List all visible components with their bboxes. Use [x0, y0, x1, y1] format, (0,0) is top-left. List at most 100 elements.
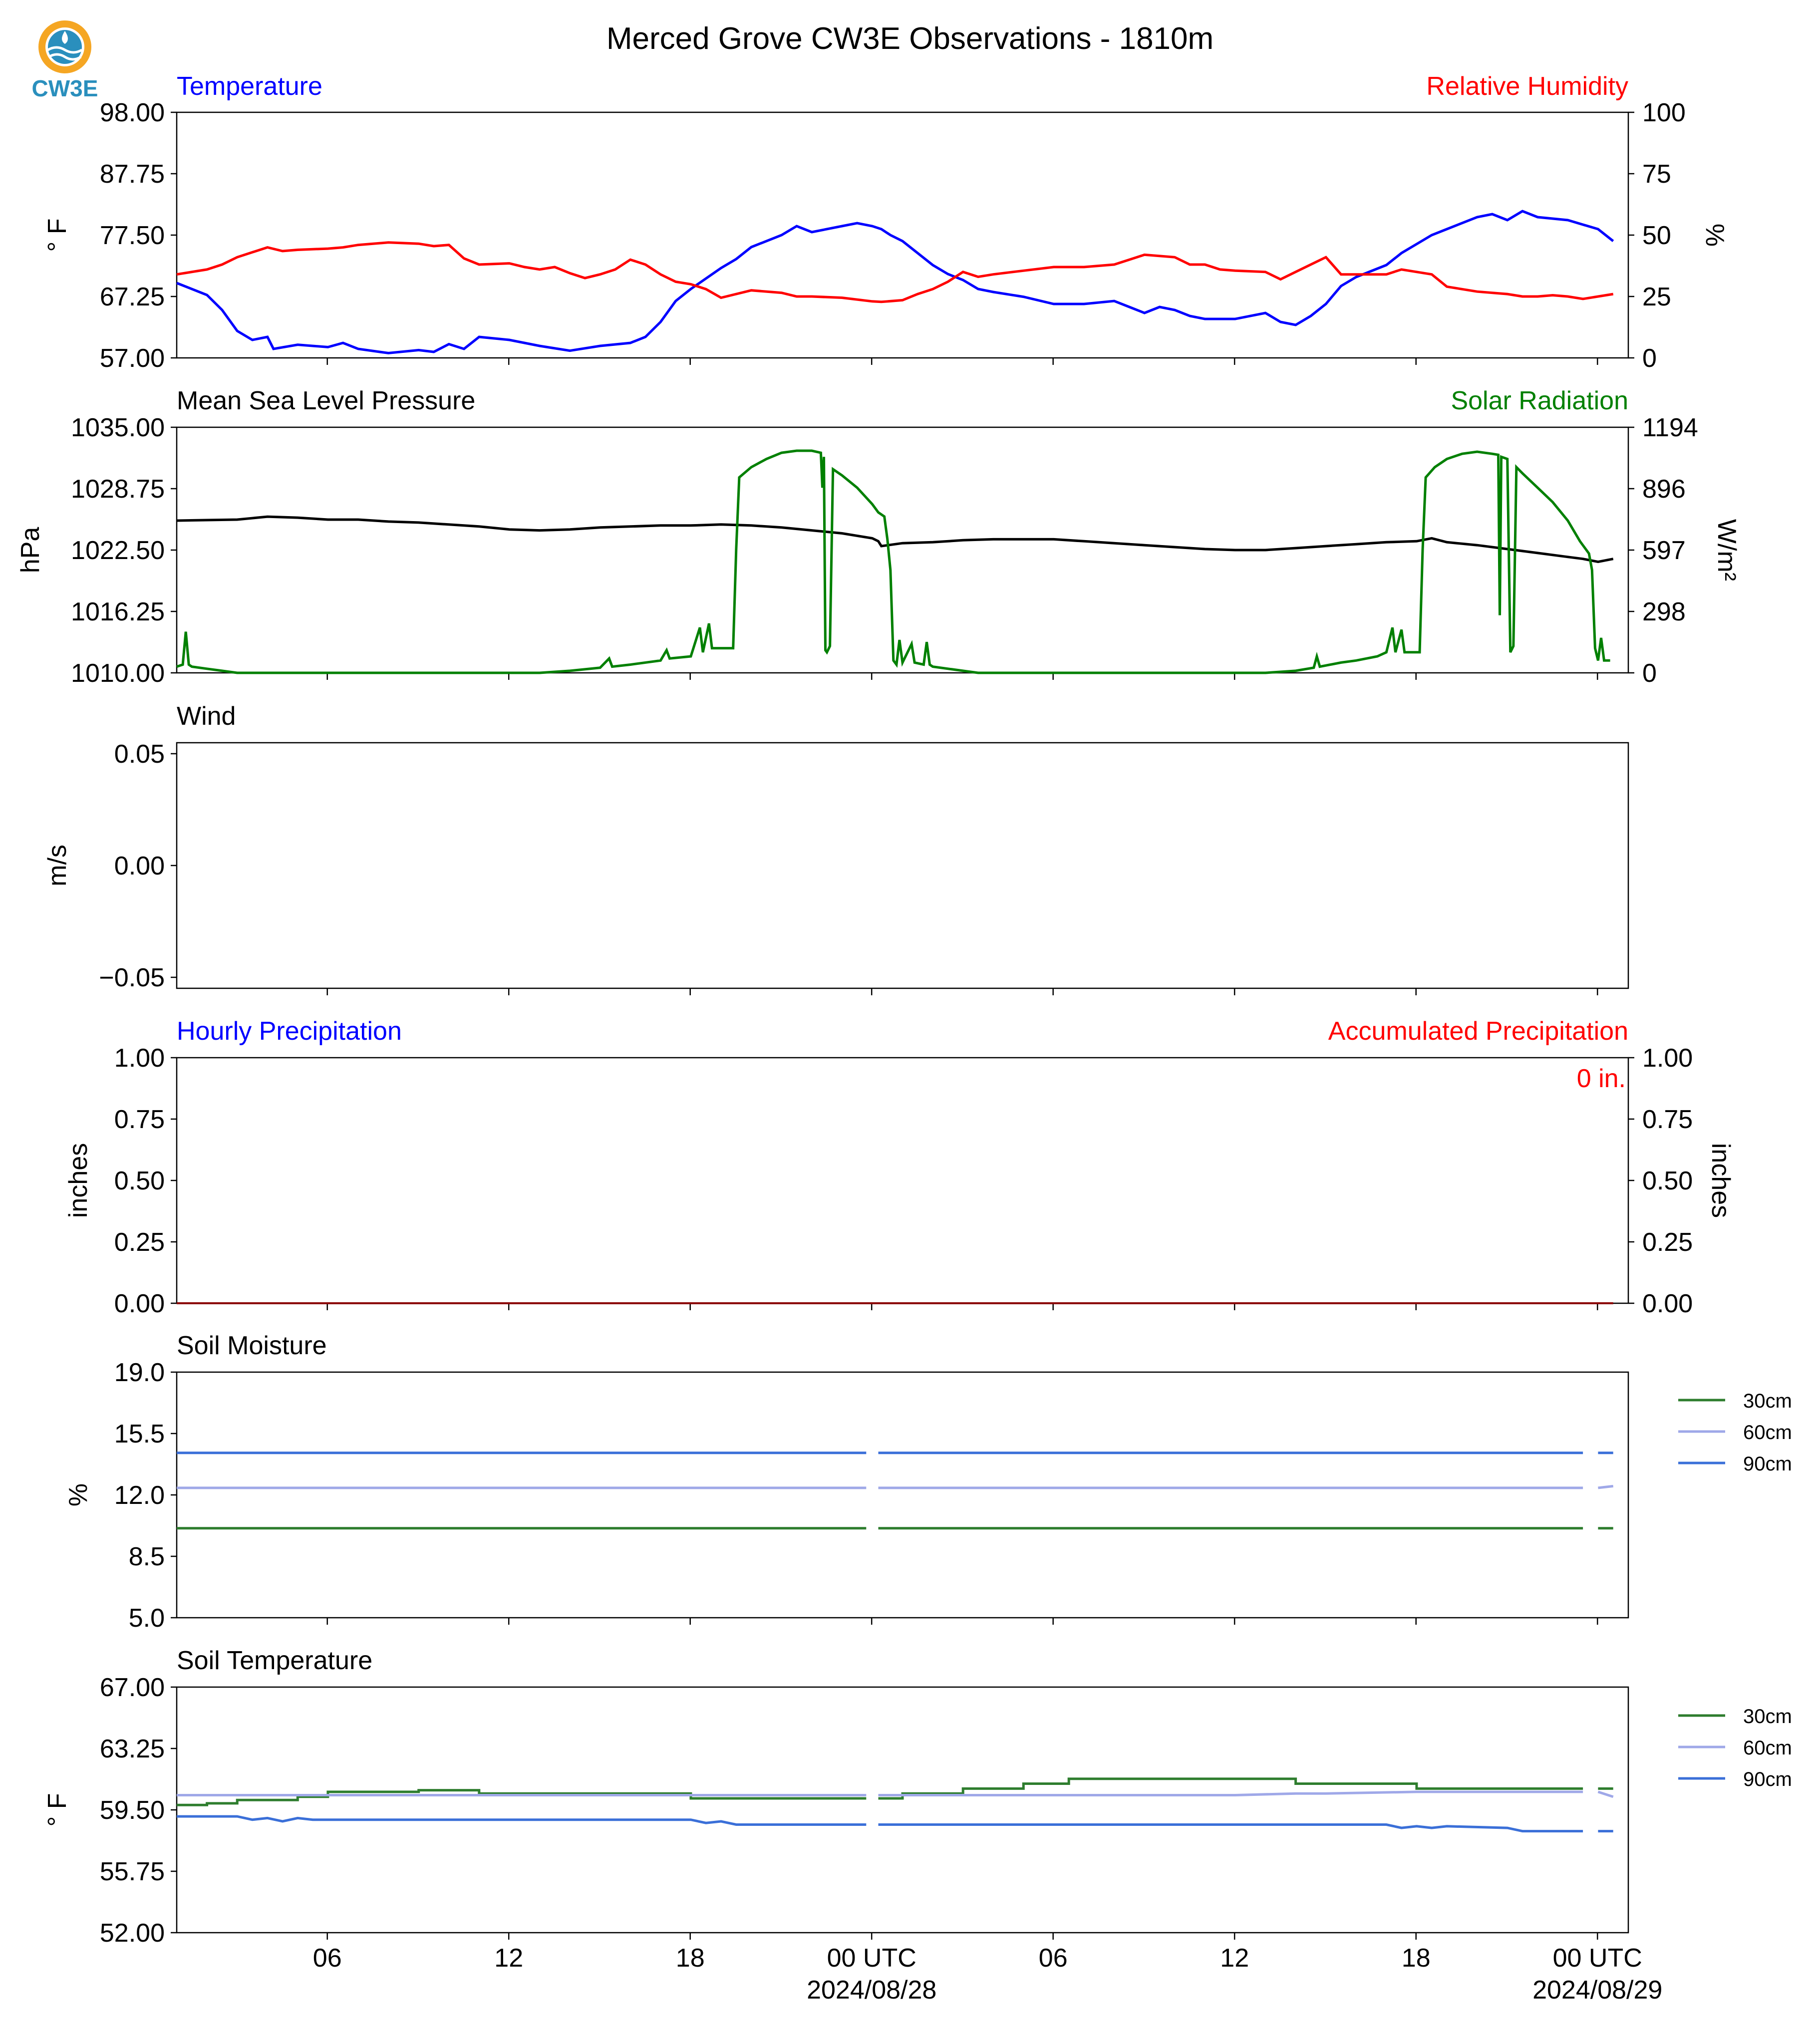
- legend-item-30cm: 30cm: [1678, 1390, 1792, 1412]
- y-tick-left: 59.50: [100, 1796, 177, 1825]
- x-date-label: 2024/08/28: [807, 1976, 936, 2005]
- y-tick-label: 1022.50: [71, 536, 165, 565]
- y-axis-left: −0.05 0.00 0.05: [99, 740, 177, 992]
- y-tick-label: 1010.00: [71, 659, 165, 688]
- y-tick-label: 87.75: [100, 160, 165, 189]
- y-tick-left: 0.05: [114, 740, 177, 769]
- y-tick-right: 298: [1628, 597, 1686, 626]
- y-tick-right: 0.50: [1628, 1166, 1693, 1195]
- panel-temperature-humidity: Temperature Relative Humidity 57.00 67.2…: [43, 72, 1729, 373]
- y-tick-label: 19.0: [114, 1358, 165, 1387]
- y-axis-label-right: inches: [1706, 1143, 1735, 1218]
- y-tick-label: 15.5: [114, 1420, 165, 1449]
- y-tick-label: 0.00: [114, 852, 165, 880]
- soil-moisture-60cm-line: [177, 1484, 1613, 1489]
- y-tick-label: 67.00: [100, 1673, 165, 1702]
- y-tick-right: 896: [1628, 475, 1686, 504]
- y-axis-label-left: ° F: [43, 218, 72, 252]
- y-tick-left: 1.00: [114, 1044, 177, 1073]
- series-layer: [176, 449, 1614, 674]
- y-tick-left: 67.25: [100, 283, 177, 311]
- x-tick-label: 06: [313, 1944, 342, 1973]
- y-tick-left: 12.0: [114, 1481, 177, 1510]
- y-tick-label: 0.75: [114, 1105, 165, 1134]
- soil-temperature-60cm-line: [177, 1790, 1614, 1798]
- panel-soil-temperature: Soil Temperature 52.00 55.75 59.50 63.25…: [43, 1646, 1792, 1948]
- soil-temperature-90cm-line: [177, 1815, 1613, 1833]
- y-tick-left: 87.75: [100, 160, 177, 189]
- y-axis-left: 5.0 8.5 12.0 15.5 19.0: [114, 1358, 177, 1633]
- panel-title-right: Accumulated Precipitation: [1328, 1017, 1628, 1046]
- panel-title-right: Relative Humidity: [1426, 72, 1628, 101]
- y-tick-label: 75: [1642, 160, 1671, 189]
- solar-radiation-line: [176, 449, 1610, 674]
- y-tick-left: 0.00: [114, 1289, 177, 1318]
- x-tick-label: 06: [1039, 1944, 1068, 1973]
- y-tick-label: 98.00: [100, 98, 165, 127]
- y-tick-left: −0.05: [99, 963, 177, 992]
- y-tick-right: 1194: [1628, 413, 1698, 442]
- x-tick-label: 00 UTC: [1553, 1944, 1642, 1973]
- y-tick-left: 55.75: [100, 1857, 177, 1886]
- y-axis-left: 0.00 0.25 0.50 0.75 1.00: [114, 1044, 177, 1318]
- x-tick-label: 00 UTC: [827, 1944, 916, 1973]
- x-tick-label: 12: [1220, 1944, 1249, 1973]
- y-tick-label: 5.0: [129, 1604, 165, 1633]
- y-tick-left: 0.50: [114, 1166, 177, 1195]
- y-axis-label-left: ° F: [43, 1793, 72, 1826]
- logo-wave-2: [48, 53, 82, 61]
- y-tick-label: 1035.00: [71, 413, 165, 442]
- logo-drop-icon: [62, 31, 68, 44]
- y-tick-right: 50: [1628, 221, 1671, 250]
- logo-text: CW3E: [32, 75, 98, 101]
- logo-ring: [38, 20, 91, 73]
- y-tick-right: 25: [1628, 283, 1671, 311]
- legend: 30cm 60cm 90cm: [1678, 1390, 1792, 1475]
- y-tick-left: 57.00: [100, 344, 177, 373]
- y-tick-label: 52.00: [100, 1919, 165, 1948]
- panel-title-left: Hourly Precipitation: [177, 1017, 402, 1046]
- y-tick-left: 1022.50: [71, 536, 177, 565]
- y-tick-label: 1.00: [1642, 1044, 1693, 1073]
- y-tick-label: 12.0: [114, 1481, 165, 1510]
- legend-item-60cm: 60cm: [1678, 1737, 1792, 1759]
- legend-label: 90cm: [1743, 1453, 1792, 1475]
- y-tick-label: 0.50: [114, 1166, 165, 1195]
- x-axis-tick-labels: 06 12 18 00 UTC 2024/08/28 06 12 18 00 UTC 2024/0…: [313, 1944, 1663, 2005]
- y-tick-label: 25: [1642, 283, 1671, 311]
- y-tick-label: 0.05: [114, 740, 165, 769]
- panel-wind: Wind −0.05 0.00 0.05 m/s: [43, 702, 1629, 995]
- y-tick-label: 0.25: [1642, 1228, 1693, 1257]
- series-layer: [176, 210, 1614, 354]
- logo-wave-1: [47, 46, 83, 54]
- legend-label: 30cm: [1743, 1706, 1792, 1728]
- panel-precipitation: Hourly Precipitation Accumulated Precipi…: [64, 1017, 1735, 1318]
- x-ticks: [326, 1618, 1598, 1625]
- y-tick-left: 8.5: [129, 1542, 177, 1571]
- y-axis-label-left: %: [64, 1483, 93, 1506]
- y-axis-right: 0.00 0.25 0.50 0.75 1.00: [1628, 1044, 1693, 1318]
- y-tick-left: 0.00: [114, 852, 177, 880]
- x-tick-label: 12: [494, 1944, 523, 1973]
- y-tick-left: 63.25: [100, 1735, 177, 1763]
- y-tick-right: 0.25: [1628, 1228, 1693, 1257]
- y-axis-right: 0 25 50 75 100: [1628, 98, 1686, 373]
- x-date-label: 2024/08/29: [1532, 1976, 1662, 2005]
- y-tick-label: 100: [1642, 98, 1686, 127]
- cw3e-logo: CW3E: [32, 20, 98, 101]
- y-tick-label: 55.75: [100, 1857, 165, 1886]
- x-ticks: [326, 1303, 1598, 1310]
- y-tick-label: 50: [1642, 221, 1671, 250]
- y-tick-left: 1035.00: [71, 413, 177, 442]
- y-tick-left: 0.75: [114, 1105, 177, 1134]
- panel-title-left: Mean Sea Level Pressure: [177, 386, 475, 415]
- legend-label: 90cm: [1743, 1768, 1792, 1790]
- y-axis-label-right: W/m²: [1712, 519, 1741, 581]
- y-tick-left: 19.0: [114, 1358, 177, 1387]
- relative-humidity-line: [176, 241, 1614, 303]
- figure-title: Merced Grove CW3E Observations - 1810m: [607, 21, 1213, 56]
- y-tick-left: 98.00: [100, 98, 177, 127]
- y-tick-label: 1194: [1642, 413, 1698, 442]
- y-axis-label-left: m/s: [43, 845, 72, 886]
